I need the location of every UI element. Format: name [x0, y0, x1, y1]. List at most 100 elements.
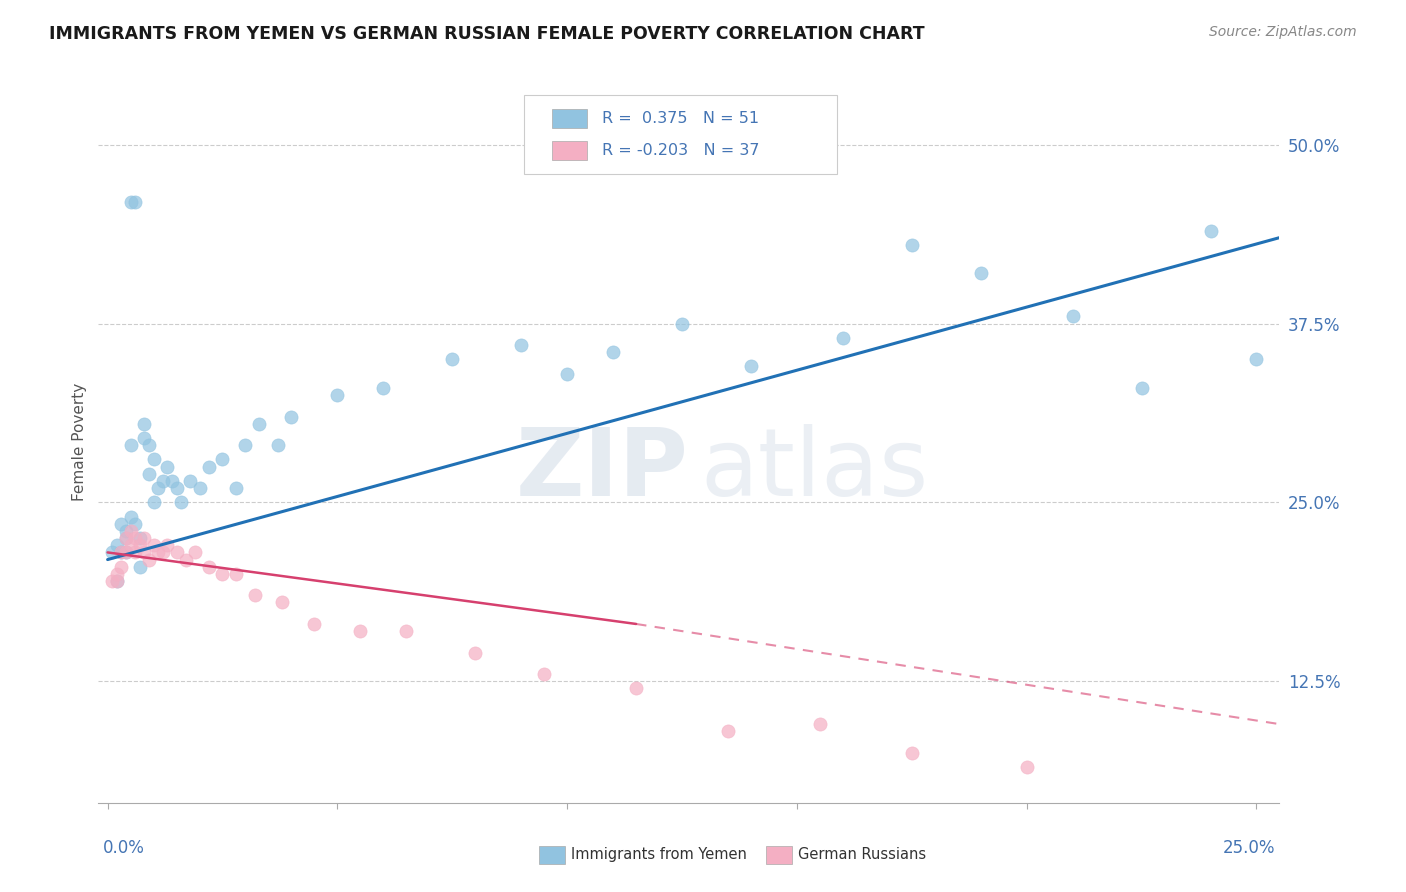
Point: [235, 438, 257, 452]
Point: [124, 545, 146, 559]
Point: [115, 531, 138, 545]
Point: [128, 559, 150, 574]
Point: [243, 588, 266, 602]
Point: [1062, 310, 1084, 324]
Point: [156, 459, 179, 474]
Point: [717, 724, 740, 739]
Point: [120, 194, 142, 209]
Point: [110, 516, 132, 531]
Point: [464, 646, 486, 660]
Point: [179, 474, 201, 488]
Point: [166, 481, 188, 495]
Y-axis label: Female Poverty: Female Poverty: [72, 383, 87, 500]
Point: [142, 538, 165, 552]
Point: [510, 338, 533, 352]
Point: [184, 545, 207, 559]
Point: [901, 746, 924, 760]
Point: [624, 681, 647, 696]
Point: [142, 452, 165, 467]
Point: [266, 438, 288, 452]
FancyBboxPatch shape: [766, 847, 792, 864]
Text: Immigrants from Yemen: Immigrants from Yemen: [571, 847, 747, 863]
FancyBboxPatch shape: [553, 109, 588, 128]
Point: [105, 574, 128, 588]
Point: [120, 438, 142, 452]
Point: [395, 624, 418, 639]
FancyBboxPatch shape: [553, 141, 588, 161]
Point: [156, 538, 179, 552]
Point: [101, 545, 124, 559]
Point: [146, 481, 169, 495]
Point: [174, 552, 197, 566]
Point: [901, 237, 924, 252]
Point: [188, 481, 211, 495]
Point: [197, 459, 219, 474]
Point: [134, 545, 156, 559]
Point: [671, 317, 693, 331]
Point: [115, 531, 138, 545]
Point: [808, 717, 831, 731]
Point: [373, 381, 395, 395]
Point: [110, 545, 132, 559]
Point: [124, 194, 146, 209]
Point: [105, 538, 128, 552]
Point: [152, 474, 174, 488]
Point: [138, 467, 160, 481]
Text: 0.0%: 0.0%: [103, 838, 145, 856]
Point: [105, 566, 128, 581]
Point: [105, 574, 128, 588]
Point: [115, 545, 138, 559]
Point: [326, 388, 349, 402]
FancyBboxPatch shape: [538, 847, 565, 864]
Point: [120, 524, 142, 538]
Point: [533, 667, 555, 681]
Point: [134, 431, 156, 445]
Point: [1246, 352, 1268, 367]
Point: [152, 545, 174, 559]
Point: [115, 545, 138, 559]
Point: [225, 566, 247, 581]
Point: [120, 538, 142, 552]
Point: [110, 545, 132, 559]
Text: R = -0.203   N = 37: R = -0.203 N = 37: [602, 144, 759, 158]
Point: [1130, 381, 1153, 395]
Point: [134, 417, 156, 431]
Text: 25.0%: 25.0%: [1222, 838, 1275, 856]
Point: [120, 509, 142, 524]
Text: German Russians: German Russians: [797, 847, 925, 863]
Point: [555, 367, 578, 381]
Point: [1015, 760, 1038, 774]
Point: [304, 617, 326, 632]
Point: [124, 516, 146, 531]
Point: [740, 359, 762, 374]
Point: [831, 331, 853, 345]
Point: [110, 559, 132, 574]
Point: [166, 545, 188, 559]
Point: [160, 474, 183, 488]
Point: [602, 345, 624, 359]
FancyBboxPatch shape: [523, 95, 837, 174]
Point: [128, 531, 150, 545]
Text: R =  0.375   N = 51: R = 0.375 N = 51: [602, 111, 759, 126]
Point: [225, 481, 247, 495]
Point: [1199, 223, 1222, 237]
Point: [280, 409, 302, 424]
Point: [211, 452, 233, 467]
Point: [146, 545, 169, 559]
Text: ZIP: ZIP: [516, 425, 689, 516]
Text: Source: ZipAtlas.com: Source: ZipAtlas.com: [1209, 25, 1357, 39]
Point: [138, 438, 160, 452]
Text: IMMIGRANTS FROM YEMEN VS GERMAN RUSSIAN FEMALE POVERTY CORRELATION CHART: IMMIGRANTS FROM YEMEN VS GERMAN RUSSIAN …: [49, 25, 925, 43]
Text: atlas: atlas: [700, 425, 929, 516]
Point: [134, 531, 156, 545]
Point: [247, 417, 270, 431]
Point: [170, 495, 193, 509]
Point: [115, 524, 138, 538]
Point: [128, 538, 150, 552]
Point: [211, 566, 233, 581]
Point: [970, 267, 993, 281]
Point: [349, 624, 371, 639]
Point: [124, 531, 146, 545]
Point: [138, 552, 160, 566]
Point: [197, 559, 219, 574]
